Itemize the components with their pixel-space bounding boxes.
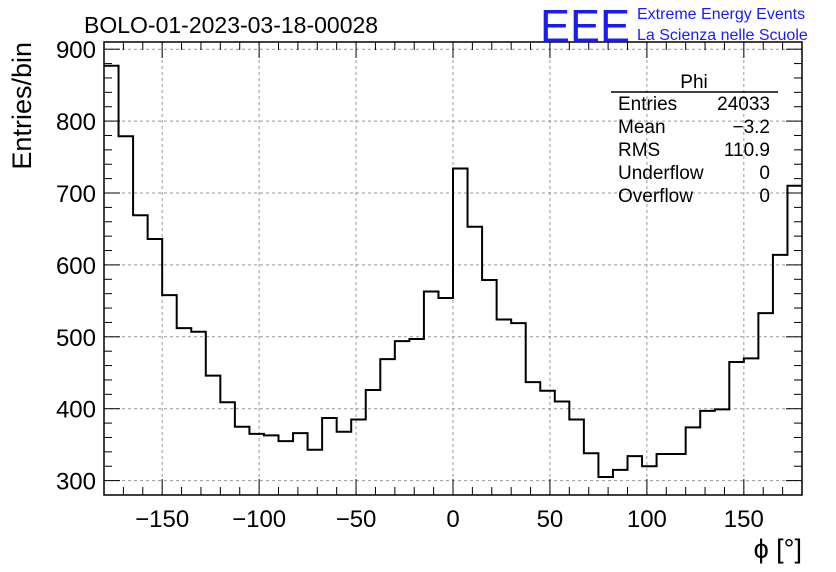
histogram-bin xyxy=(220,402,235,495)
histogram-bin xyxy=(162,295,177,495)
stats-value-mean: −3.2 xyxy=(732,117,770,138)
histogram-bin xyxy=(148,239,163,495)
histogram-bin xyxy=(628,456,643,495)
y-tick-label: 700 xyxy=(56,181,96,208)
histogram-bin xyxy=(511,323,526,495)
histogram-bin xyxy=(715,409,730,495)
histogram-bin xyxy=(758,313,773,495)
histogram-bin xyxy=(613,470,628,495)
y-tick-label: 300 xyxy=(56,469,96,496)
y-tick-label: 800 xyxy=(56,109,96,136)
x-tick-label: 0 xyxy=(446,506,459,533)
histogram-bin xyxy=(380,359,395,495)
histogram-bin xyxy=(526,382,541,495)
histogram-bin xyxy=(671,454,686,495)
histogram-bin xyxy=(104,66,119,495)
stats-label-mean: Mean xyxy=(618,117,666,138)
histogram-bin xyxy=(438,298,453,495)
y-tick-label: 500 xyxy=(56,325,96,352)
logo-line-2: La Scienza nelle Scuole xyxy=(637,27,808,44)
y-axis-title: Entries/bin xyxy=(7,42,37,170)
histogram-bin xyxy=(497,320,512,495)
stats-label-rms: RMS xyxy=(618,140,660,161)
histogram-bin xyxy=(337,432,352,495)
logo-line-1: Extreme Energy Events xyxy=(637,6,805,23)
histogram-bin xyxy=(322,418,337,495)
x-tick-label: −150 xyxy=(135,506,189,533)
histogram-bin xyxy=(235,427,250,495)
logo-mark: EEE xyxy=(540,0,630,52)
histogram-bin xyxy=(366,390,381,495)
axis-ticks xyxy=(103,42,803,496)
stats-value-entries: 24033 xyxy=(717,94,770,115)
histogram-bin xyxy=(642,466,657,495)
histogram-bin xyxy=(351,420,366,496)
stats-label-overflow: Overflow xyxy=(618,186,693,207)
histogram-bin xyxy=(424,292,439,495)
histogram-bin xyxy=(482,280,497,495)
x-tick-label: −100 xyxy=(232,506,286,533)
histogram-bin xyxy=(453,169,468,495)
x-tick-label: 150 xyxy=(724,506,764,533)
tick-labels: −150 −100 −50 0 50 100 150 300 400 500 600 700 800 90… xyxy=(56,37,764,533)
histogram-bin xyxy=(308,450,323,495)
x-tick-label: 50 xyxy=(537,506,564,533)
histogram-bin xyxy=(468,227,483,495)
histogram-bin xyxy=(744,358,759,495)
histogram-outline xyxy=(104,64,802,479)
stats-label-entries: Entries xyxy=(618,94,677,115)
chart-title: BOLO-01-2023-03-18-00028 xyxy=(84,12,378,38)
y-tick-label: 900 xyxy=(56,37,96,64)
histogram-bin xyxy=(773,255,788,495)
histogram-bin xyxy=(686,427,701,495)
stats-label-underflow: Underflow xyxy=(618,163,704,184)
histogram-bin xyxy=(700,411,715,495)
histogram-bin xyxy=(598,477,613,495)
x-tick-label: −50 xyxy=(336,506,377,533)
histogram-bin xyxy=(729,362,744,495)
histogram-bin xyxy=(206,376,221,495)
x-axis-title: ϕ [°] xyxy=(754,534,802,564)
y-tick-label: 400 xyxy=(56,397,96,424)
x-tick-label: 100 xyxy=(627,506,667,533)
histogram-bin xyxy=(555,402,570,495)
histogram-bin xyxy=(133,215,148,495)
histogram-bin xyxy=(787,186,802,495)
histogram-bin xyxy=(395,341,410,495)
histogram-bin xyxy=(569,420,584,496)
y-tick-label: 600 xyxy=(56,253,96,280)
stats-box: Phi Entries 24033 Mean −3.2 RMS 110.9 Un… xyxy=(611,72,778,207)
histogram-bin xyxy=(249,434,264,495)
histogram-bin xyxy=(279,441,294,495)
histogram-bin xyxy=(191,332,206,495)
histogram-bin xyxy=(409,339,424,495)
histogram-bars xyxy=(104,64,802,496)
stats-value-rms: 110.9 xyxy=(724,140,770,161)
stats-value-overflow: 0 xyxy=(759,186,770,207)
histogram-bin xyxy=(584,453,599,495)
stats-title: Phi xyxy=(680,72,707,93)
histogram-bin xyxy=(293,433,308,495)
histogram-bin xyxy=(540,391,555,495)
histogram-bin xyxy=(177,328,192,495)
histogram-bin xyxy=(119,136,134,495)
histogram-bin xyxy=(264,435,279,495)
stats-value-underflow: 0 xyxy=(759,163,770,184)
histogram-bin xyxy=(657,454,672,495)
eee-logo: EEE Extreme Energy Events La Scienza nel… xyxy=(540,0,808,52)
